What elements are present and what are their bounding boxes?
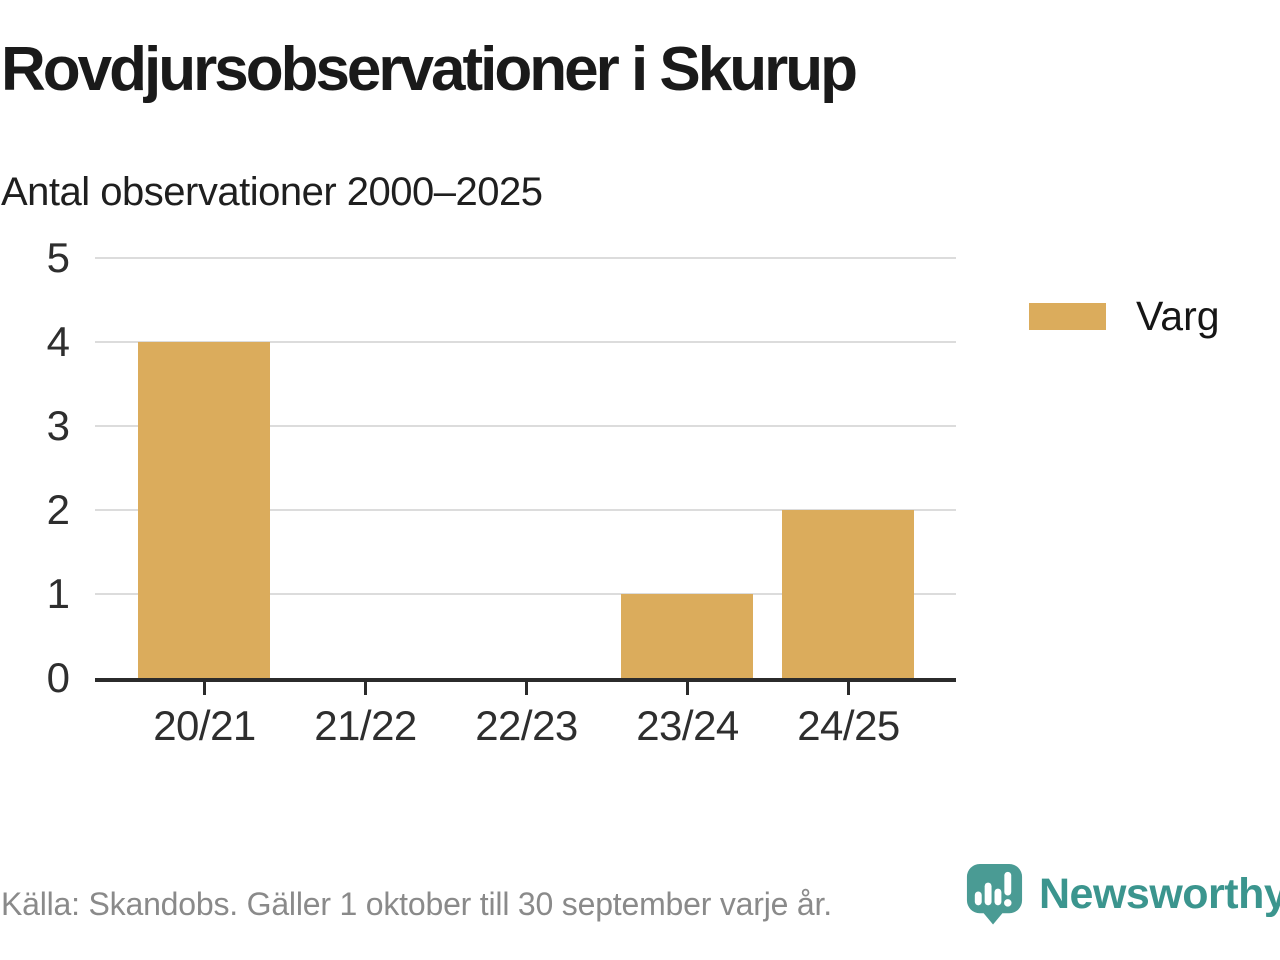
gridline-5 [95,257,956,259]
newsworthy-wordmark: Newsworthy [1039,870,1280,918]
gridline-3 [95,425,956,427]
y-axis-label-4: 4 [46,318,70,365]
source-note: Källa: Skandobs. Gäller 1 oktober till 3… [1,886,832,922]
newsworthy-bubble-chart-icon [966,863,1023,925]
y-axis-label-0: 0 [46,654,70,701]
newsworthy-logo: Newsworthy [963,862,1280,925]
gridline-1 [95,593,956,595]
chart-title: Rovdjursobservationer i Skurup [1,35,858,104]
y-axis-label-5: 5 [46,234,70,281]
x-axis-label-23/24: 23/24 [636,702,739,749]
gridline-2 [95,509,956,511]
x-axis-tick-21/22 [364,682,367,695]
y-axis-label-1: 1 [46,570,70,617]
legend-label-varg: Varg [1136,293,1220,339]
gridline-4 [95,341,956,343]
x-axis-label-22/23: 22/23 [475,702,578,749]
x-axis-label-24/25: 24/25 [797,702,900,749]
legend-swatch-varg [1029,303,1106,330]
x-axis-label-21/22: 21/22 [314,702,417,749]
bar-20/21 [138,342,270,678]
bar-23/24 [621,594,753,678]
bar-24/25 [782,510,914,678]
x-axis-tick-22/23 [525,682,528,695]
x-axis-line [95,678,956,682]
x-axis-tick-23/24 [686,682,689,695]
y-axis-label-2: 2 [46,486,70,533]
x-axis-label-20/21: 20/21 [153,702,256,749]
legend: Varg [1029,296,1220,337]
x-axis-tick-24/25 [847,682,850,695]
x-axis-tick-20/21 [203,682,206,695]
chart-subtitle: Antal observationer 2000–2025 [1,170,543,214]
y-axis-label-3: 3 [46,402,70,449]
